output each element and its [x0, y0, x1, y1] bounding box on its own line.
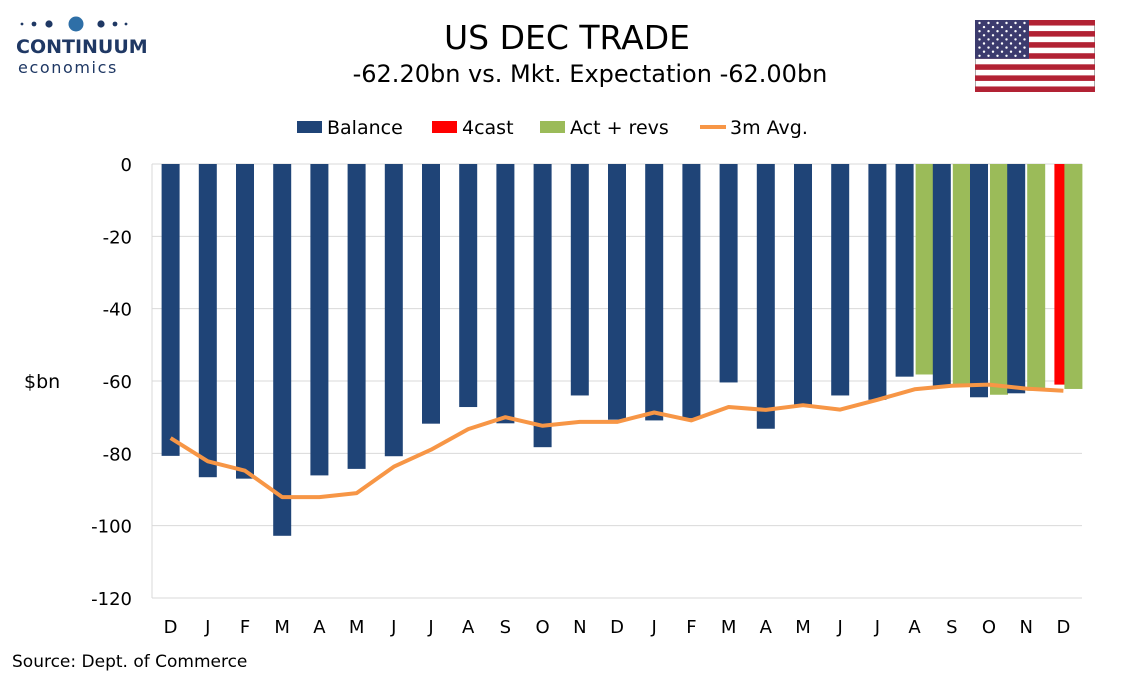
balance-bar	[682, 164, 701, 419]
x-tick-label: D	[610, 617, 624, 638]
x-tick-label: J	[874, 617, 880, 638]
x-tick-label: J	[427, 617, 433, 638]
x-tick-label: D	[1056, 617, 1070, 638]
y-tick-label: 0	[121, 155, 132, 176]
x-tick-label: S	[500, 617, 511, 638]
y-tick-label: -20	[103, 227, 132, 248]
x-tick-label: J	[390, 617, 396, 638]
legend-swatch	[432, 121, 457, 133]
balance-bar	[831, 164, 850, 396]
balance-bar	[533, 164, 552, 448]
legend-label: Act + revs	[570, 117, 669, 139]
act-revs-bar	[915, 164, 934, 375]
balance-bar	[756, 164, 775, 429]
legend-item: 4cast	[432, 117, 514, 139]
balance-bar	[794, 164, 812, 405]
legend-item: Act + revs	[540, 117, 669, 139]
logo-dots-icon	[20, 16, 128, 32]
x-tick-label: J	[837, 617, 843, 638]
x-tick-label: A	[313, 617, 326, 638]
balance-bar	[384, 164, 403, 457]
balance-bar	[932, 164, 951, 387]
legend-item: 3m Avg.	[700, 117, 808, 139]
page-title: US DEC TRADE	[444, 18, 690, 57]
act-revs-bar	[1027, 164, 1046, 391]
avg-line	[169, 382, 1064, 500]
legend-swatch	[540, 121, 565, 133]
x-tick-label: M	[274, 617, 290, 638]
y-tick-label: -120	[91, 589, 132, 610]
y-tick-label: -100	[91, 517, 132, 538]
y-axis-label: $bn	[24, 371, 60, 393]
legend-label: Balance	[327, 117, 403, 139]
balance-bar	[198, 164, 217, 478]
x-tick-label: N	[573, 617, 586, 638]
x-tick-label: M	[721, 617, 737, 638]
balance-bar	[273, 164, 292, 536]
y-tick-label: -80	[103, 444, 132, 465]
x-tick-label: J	[204, 617, 210, 638]
x-tick-label: O	[536, 617, 550, 638]
balance-bar	[570, 164, 589, 396]
legend-label: 4cast	[462, 117, 514, 139]
x-tick-label: A	[908, 617, 921, 638]
brand-logo: CONTINUUM economics	[12, 14, 148, 78]
x-tick-label: J	[651, 617, 657, 638]
x-tick-label: N	[1019, 617, 1032, 638]
x-tick-label: A	[462, 617, 475, 638]
y-tick-label: -40	[103, 300, 132, 321]
x-tick-label: M	[349, 617, 365, 638]
x-tick-label: S	[946, 617, 957, 638]
balance-bar	[895, 164, 914, 377]
legend-swatch	[297, 121, 322, 133]
brand-tagline: economics	[18, 58, 118, 77]
x-tick-label: F	[686, 617, 696, 638]
act-revs-bar	[1064, 164, 1083, 389]
us-flag-icon	[975, 20, 1095, 92]
balance-bar	[310, 164, 329, 476]
act-revs-bar	[952, 164, 971, 385]
page-subtitle: -62.20bn vs. Mkt. Expectation -62.00bn	[352, 60, 828, 88]
x-tick-label: A	[760, 617, 773, 638]
balance-bar	[422, 164, 440, 424]
legend-label: 3m Avg.	[730, 117, 808, 139]
brand-name: CONTINUUM	[16, 36, 148, 58]
balance-bar	[868, 164, 887, 400]
balance-bar	[236, 164, 254, 479]
act-revs-bar	[990, 164, 1008, 395]
balance-bar	[161, 164, 180, 456]
x-tick-label: O	[982, 617, 996, 638]
x-tick-label: D	[164, 617, 178, 638]
balance-bar	[608, 164, 626, 420]
y-tick-label: -60	[103, 372, 132, 393]
balance-bar	[970, 164, 988, 398]
balance-bar	[719, 164, 738, 383]
balance-bar	[645, 164, 664, 421]
source-note: Source: Dept. of Commerce	[12, 652, 248, 672]
balance-bar	[496, 164, 515, 424]
balance-bar	[459, 164, 478, 408]
x-tick-label: F	[240, 617, 250, 638]
balance-bar	[1007, 164, 1026, 394]
balance-bar	[347, 164, 366, 469]
legend-item: Balance	[297, 117, 403, 139]
x-tick-label: M	[795, 617, 811, 638]
